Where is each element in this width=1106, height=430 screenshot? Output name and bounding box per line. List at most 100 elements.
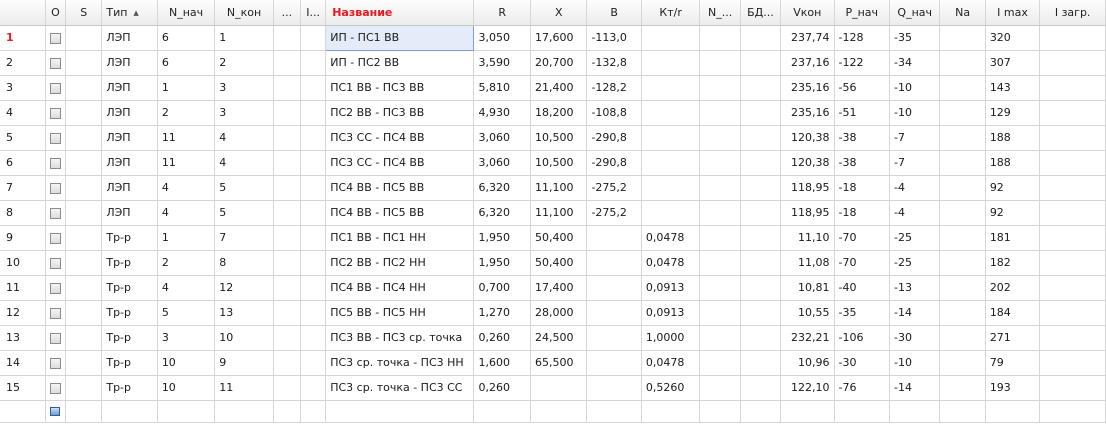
checkbox-icon[interactable] — [49, 332, 61, 344]
checkbox-icon[interactable] — [49, 282, 61, 294]
cell-iload[interactable] — [1039, 125, 1106, 151]
cell-bd[interactable] — [740, 250, 782, 276]
table-row[interactable]: 15 Тр-р 10 11 ПС3 ср. точка - ПС3 СС 0,260 0,5… — [0, 375, 1106, 401]
header-type[interactable]: Тип ▲ — [101, 0, 158, 26]
cell-type[interactable]: ЛЭП — [101, 200, 158, 226]
cell-iload[interactable] — [1039, 350, 1106, 376]
cell-iload[interactable] — [1039, 225, 1106, 251]
cell-n-collapsed[interactable] — [699, 225, 741, 251]
new-row-cell[interactable] — [530, 400, 588, 423]
cell-imax[interactable]: 202 — [985, 275, 1041, 301]
cell-bd[interactable] — [740, 100, 782, 126]
cell-v-end[interactable]: 118,95 — [780, 200, 835, 226]
cell-collapsed-2[interactable] — [300, 250, 327, 276]
cell-v-end[interactable]: 10,96 — [780, 350, 835, 376]
header-n-end[interactable]: N_кон — [214, 0, 274, 26]
cell-collapsed-1[interactable] — [273, 100, 302, 126]
cell-v-end[interactable]: 120,38 — [780, 125, 835, 151]
cell-na[interactable] — [939, 75, 986, 101]
row-number[interactable]: 13 — [0, 325, 46, 351]
cell-b[interactable] — [586, 300, 642, 326]
cell-s[interactable] — [65, 50, 103, 76]
table-row[interactable]: 13 Тр-р 3 10 ПС3 ВВ - ПС3 ср. точка 0,260 24,5… — [0, 325, 1106, 351]
cell-n-end[interactable]: 11 — [214, 375, 274, 401]
cell-name[interactable]: ПС5 ВВ - ПС5 НН — [325, 300, 475, 326]
cell-collapsed-2[interactable] — [300, 375, 327, 401]
cell-imax[interactable]: 181 — [985, 225, 1041, 251]
cell-name[interactable]: ПС3 ср. точка - ПС3 СС — [325, 375, 475, 401]
cell-iload[interactable] — [1039, 250, 1106, 276]
cell-iload[interactable] — [1039, 275, 1106, 301]
cell-kt[interactable]: 0,0913 — [641, 275, 701, 301]
checkbox-icon[interactable] — [49, 382, 61, 394]
cell-kt[interactable] — [641, 125, 701, 151]
cell-imax[interactable]: 307 — [985, 50, 1041, 76]
cell-name[interactable]: ПС4 ВВ - ПС4 НН — [325, 275, 475, 301]
row-number[interactable]: 4 — [0, 100, 46, 126]
checkbox-icon[interactable] — [49, 257, 61, 269]
header-na[interactable]: Na — [939, 0, 986, 26]
cell-na[interactable] — [939, 300, 986, 326]
cell-n-collapsed[interactable] — [699, 25, 741, 51]
cell-n-collapsed[interactable] — [699, 125, 741, 151]
cell-na[interactable] — [939, 275, 986, 301]
row-number[interactable]: 6 — [0, 150, 46, 176]
cell-s[interactable] — [65, 325, 103, 351]
cell-n-end[interactable]: 5 — [214, 200, 274, 226]
cell-na[interactable] — [939, 225, 986, 251]
cell-s[interactable] — [65, 275, 103, 301]
cell-bd[interactable] — [740, 350, 782, 376]
cell-b[interactable]: -290,8 — [586, 125, 642, 151]
cell-s[interactable] — [65, 350, 103, 376]
cell-n-end[interactable]: 3 — [214, 75, 274, 101]
cell-collapsed-2[interactable] — [300, 175, 327, 201]
header-rownum[interactable] — [0, 0, 46, 26]
cell-b[interactable]: -113,0 — [586, 25, 642, 51]
cell-r[interactable]: 6,320 — [473, 200, 531, 226]
row-number[interactable]: 11 — [0, 275, 46, 301]
cell-n-start[interactable]: 5 — [157, 300, 216, 326]
table-row[interactable]: 12 Тр-р 5 13 ПС5 ВВ - ПС5 НН 1,270 28,000 0,091… — [0, 300, 1106, 326]
cell-v-end[interactable]: 11,08 — [780, 250, 835, 276]
cell-v-end[interactable]: 11,10 — [780, 225, 835, 251]
cell-imax[interactable]: 182 — [985, 250, 1041, 276]
header-n-collapsed[interactable]: N_... — [699, 0, 741, 26]
header-x[interactable]: X — [530, 0, 588, 26]
cell-p-start[interactable]: -38 — [834, 150, 891, 176]
checkbox-icon[interactable] — [49, 107, 61, 119]
cell-iload[interactable] — [1039, 75, 1106, 101]
cell-collapsed-2[interactable] — [300, 75, 327, 101]
header-collapsed-2[interactable]: I... — [300, 0, 327, 26]
cell-bd[interactable] — [740, 225, 782, 251]
cell-iload[interactable] — [1039, 375, 1106, 401]
table-row[interactable]: 6 ЛЭП 11 4 ПС3 СС - ПС4 ВВ 3,060 10,500 -290,8 1… — [0, 150, 1106, 176]
cell-iload[interactable] — [1039, 175, 1106, 201]
new-row-cell[interactable] — [985, 400, 1041, 423]
header-collapsed-1[interactable]: ... — [273, 0, 302, 26]
cell-p-start[interactable]: -38 — [834, 125, 891, 151]
cell-b[interactable] — [586, 250, 642, 276]
cell-imax[interactable]: 320 — [985, 25, 1041, 51]
cell-n-end[interactable]: 12 — [214, 275, 274, 301]
cell-bd[interactable] — [740, 125, 782, 151]
cell-kt[interactable] — [641, 175, 701, 201]
header-o[interactable]: O — [45, 0, 67, 26]
cell-kt[interactable]: 1,0000 — [641, 325, 701, 351]
cell-b[interactable] — [586, 350, 642, 376]
cell-collapsed-1[interactable] — [273, 275, 302, 301]
cell-p-start[interactable]: -35 — [834, 300, 891, 326]
cell-s[interactable] — [65, 150, 103, 176]
cell-n-end[interactable]: 10 — [214, 325, 274, 351]
cell-n-collapsed[interactable] — [699, 300, 741, 326]
cell-na[interactable] — [939, 250, 986, 276]
table-row[interactable]: 11 Тр-р 4 12 ПС4 ВВ - ПС4 НН 0,700 17,400 0,091… — [0, 275, 1106, 301]
cell-r[interactable]: 1,270 — [473, 300, 531, 326]
cell-x[interactable]: 28,000 — [530, 300, 588, 326]
cell-n-start[interactable]: 2 — [157, 250, 216, 276]
cell-x[interactable]: 11,100 — [530, 200, 588, 226]
cell-na[interactable] — [939, 375, 986, 401]
new-row-cell[interactable] — [65, 400, 103, 423]
cell-n-collapsed[interactable] — [699, 350, 741, 376]
cell-name[interactable]: ПС2 ВВ - ПС2 НН — [325, 250, 475, 276]
cell-collapsed-1[interactable] — [273, 375, 302, 401]
